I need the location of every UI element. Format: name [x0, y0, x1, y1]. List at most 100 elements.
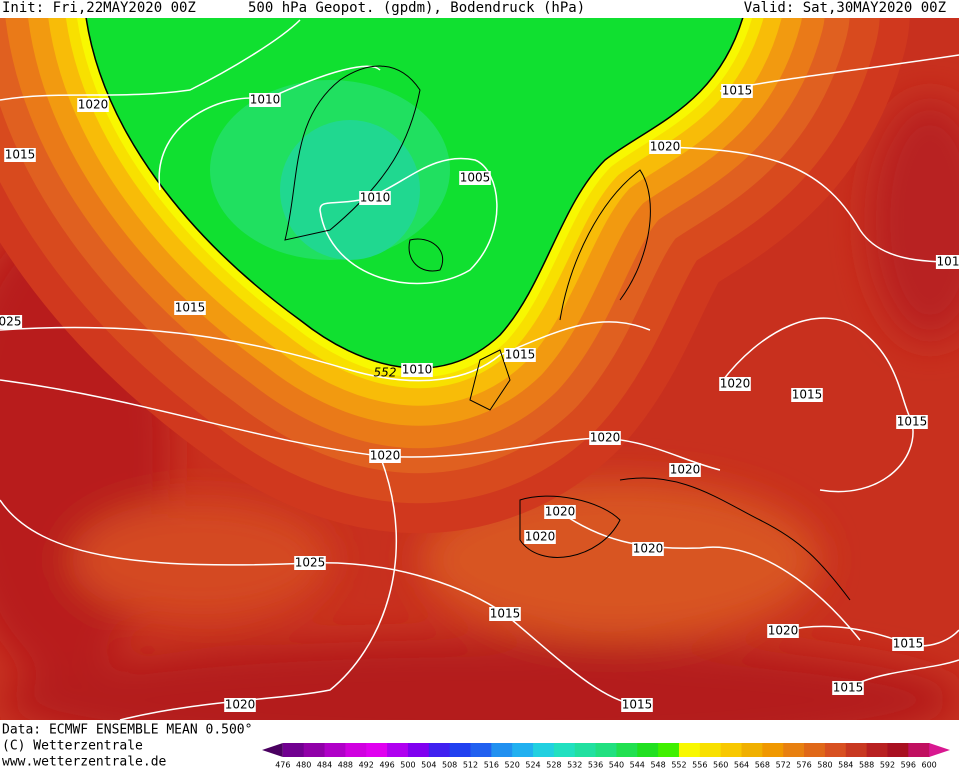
- colorbar-end: [929, 743, 950, 757]
- isobar-label-box: [721, 84, 753, 98]
- colorbar-swatch: [533, 743, 555, 757]
- colorbar-label: 588: [859, 761, 874, 770]
- isobar-label-box: [77, 98, 109, 112]
- colorbar-end: [262, 743, 283, 757]
- isobar-label-box: [544, 505, 576, 519]
- colorbar-swatch: [303, 743, 326, 757]
- isobar-label: 025: [0, 315, 21, 329]
- colorbar-label: 560: [713, 761, 728, 770]
- colorbar-swatch: [282, 743, 305, 757]
- colorbar-swatch: [324, 743, 346, 757]
- init-time: Init: Fri,22MAY2020 00Z: [2, 0, 196, 16]
- isobar-label-box: [369, 449, 401, 463]
- isobar-label-box: [294, 556, 326, 570]
- isobar-label: 1015: [897, 415, 928, 429]
- colorbar-label: 600: [922, 761, 937, 770]
- colorbar-label: 516: [484, 761, 499, 770]
- isobar-label: 1015: [893, 637, 924, 651]
- colorbar-label: 500: [400, 761, 415, 770]
- isobar-label: 1020: [768, 624, 799, 638]
- isobar-labels: 1010 1020 1015 1010 1005 1015 1020 1015 552 1010 1…: [0, 84, 959, 712]
- isobar-label-box: [892, 637, 924, 651]
- colorbar-label: 540: [609, 761, 624, 770]
- isobar-label: 1015: [5, 148, 36, 162]
- colorbar-label: 536: [588, 761, 603, 770]
- isobar-label-box: [791, 388, 823, 402]
- isobar-label: 1010: [250, 93, 281, 107]
- colorbar-label: 512: [463, 761, 478, 770]
- colorbar-label: 528: [546, 761, 561, 770]
- valid-time: Valid: Sat,30MAY2020 00Z: [744, 0, 946, 16]
- isobar-label: 101: [937, 255, 959, 269]
- colorbar-label: 572: [776, 761, 791, 770]
- colorbar-label: 532: [567, 761, 582, 770]
- colorbar-swatch: [345, 743, 367, 757]
- data-source: Data: ECMWF ENSEMBLE MEAN 0.500°: [2, 723, 252, 738]
- colorbar-label: 480: [296, 761, 311, 770]
- isobar-label-box: [632, 542, 664, 556]
- isobar-label: 1020: [720, 377, 751, 391]
- colorbar-swatch: [887, 743, 909, 757]
- isobar-label: 1015: [505, 348, 536, 362]
- colorbar-label: 548: [650, 761, 665, 770]
- isobar-label-box: [649, 140, 681, 154]
- colorbar-swatch: [762, 743, 784, 757]
- isobar-label-box: [4, 148, 36, 162]
- colorbar-label: 520: [505, 761, 520, 770]
- isobar-label: 1020: [545, 505, 576, 519]
- colorbar-label: 488: [338, 761, 353, 770]
- colorbar-swatch: [658, 743, 680, 757]
- isobar-label: 1015: [622, 698, 653, 712]
- map-title: 500 hPa Geopot. (gpdm), Bodendruck (hPa): [248, 0, 585, 16]
- isobar-label: 1020: [525, 530, 556, 544]
- colorbar-swatch: [741, 743, 763, 757]
- isobar-label-box: [0, 315, 23, 329]
- isobar-label: 552: [374, 366, 397, 380]
- colorbar-swatch: [720, 743, 743, 757]
- colorbar-label: 576: [796, 761, 811, 770]
- colorbar-swatch: [512, 743, 534, 757]
- colorbar-swatch: [574, 743, 597, 757]
- colorbar-label: 568: [755, 761, 770, 770]
- isobar-label-box: [589, 431, 621, 445]
- colorbar-label: 584: [838, 761, 853, 770]
- isobar-label: 1020: [670, 463, 701, 477]
- isobar-label: 1015: [792, 388, 823, 402]
- isobar-label-box: [621, 698, 653, 712]
- isobar-label-box: [174, 301, 206, 315]
- isobar-label: 1020: [650, 140, 681, 154]
- colorbar-swatch: [616, 743, 638, 757]
- isobar-label: 1020: [590, 431, 621, 445]
- colorbar-label: 476: [275, 761, 290, 770]
- copyright: (C) Wetterzentrale: [2, 739, 143, 754]
- isobar-label-box: [524, 530, 556, 544]
- isobar-label: 1010: [402, 363, 433, 377]
- colorbar-swatch: [699, 743, 722, 757]
- colorbar-label: 496: [379, 761, 394, 770]
- colorbar-label: 552: [671, 761, 686, 770]
- colorbar-swatch: [491, 743, 513, 757]
- isobar-label: 1015: [833, 681, 864, 695]
- colorbar-label: 580: [817, 761, 832, 770]
- isobar-label-box: [669, 463, 701, 477]
- colorbar-swatch: [783, 743, 805, 757]
- isobar-label: 1015: [722, 84, 753, 98]
- isobar-label-box: [767, 624, 799, 638]
- colorbar-label: 564: [734, 761, 749, 770]
- isobar-label-box: [401, 363, 433, 377]
- colorbar-swatch: [866, 743, 888, 757]
- isobar-label-box: [719, 377, 751, 391]
- isobar-label-box: [359, 191, 391, 205]
- colorbar-swatch: [824, 743, 847, 757]
- colorbar-label: 492: [359, 761, 374, 770]
- colorbar-label: 524: [525, 761, 540, 770]
- colorbar-swatch: [366, 743, 388, 757]
- isobar-label-box: [489, 607, 521, 621]
- isobar-label-box: [896, 415, 928, 429]
- colorbar-label: 596: [901, 761, 916, 770]
- colorbar-swatch: [637, 743, 659, 757]
- colorbar-swatch: [908, 743, 930, 757]
- colorbar-swatch: [845, 743, 868, 757]
- website: www.wetterzentrale.de: [2, 755, 167, 770]
- colorbar-swatch: [470, 743, 492, 757]
